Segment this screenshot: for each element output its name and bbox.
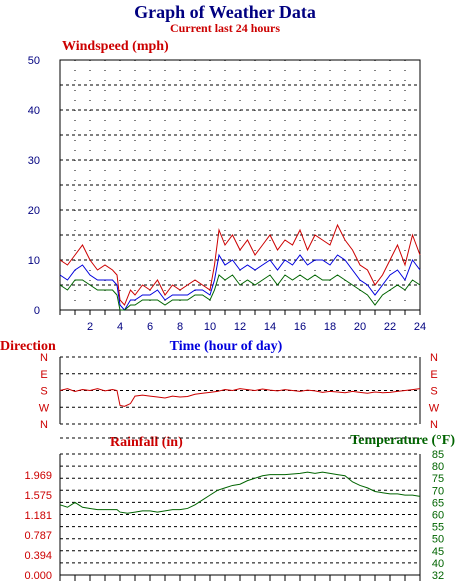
temperature-tick-label: 50: [432, 534, 444, 546]
temperature-series: [59, 471, 421, 514]
direction-right-label: S: [430, 386, 437, 398]
wind-x-tick-label: 10: [204, 321, 216, 333]
temperature-tick-label: 40: [432, 558, 444, 570]
wind-x-tick-label: 18: [324, 321, 336, 333]
temperature-tick-label: 80: [432, 461, 444, 473]
temperature-tick-label: 70: [432, 485, 444, 497]
direction-left-label: E: [40, 369, 47, 381]
wind-x-tick-label: 22: [384, 321, 396, 333]
direction-left-label: W: [39, 402, 50, 414]
wind-series-2: [59, 274, 421, 311]
wind-series-1: [59, 253, 421, 311]
rain-panel-title: Rainfall (in): [110, 435, 183, 450]
temperature-tick-label: 75: [432, 473, 444, 485]
rainfall-tick-label: 1.181: [24, 510, 52, 522]
rainfall-tick-label: 0.394: [24, 550, 52, 562]
wind-x-tick-label: 14: [264, 321, 276, 333]
wind-y-tick-label: 20: [28, 205, 40, 217]
rainfall-tick-label: 0.787: [24, 530, 52, 542]
direction-left-label: N: [40, 352, 48, 364]
wind-x-tick-label: 24: [414, 321, 426, 333]
wind-x-tick-label: 20: [354, 321, 366, 333]
wind-x-tick-label: 2: [87, 321, 93, 333]
direction-right-label: N: [430, 352, 438, 364]
rainfall-tick-label: 1.575: [24, 490, 52, 502]
wind-x-tick-label: 16: [294, 321, 306, 333]
temperature-tick-label: 85: [432, 449, 444, 461]
wind-panel-title: Windspeed (mph): [62, 39, 169, 54]
temperature-tick-label: 45: [432, 546, 444, 558]
wind-x-tick-label: 4: [117, 321, 123, 333]
direction-right-label: N: [430, 419, 438, 431]
direction-right-label: E: [430, 369, 437, 381]
wind-series-0: [59, 223, 421, 306]
direction-right-label: W: [429, 402, 440, 414]
wind-xlabel: Time (hour of day): [170, 339, 283, 354]
rainfall-tick-label: 1.969: [24, 470, 52, 482]
wind-y-tick-label: 40: [28, 105, 40, 117]
wind-x-tick-label: 12: [234, 321, 246, 333]
wind-y-tick-label: 50: [28, 55, 40, 67]
temperature-tick-label: 32: [432, 570, 444, 582]
temperature-tick-label: 55: [432, 522, 444, 534]
temp-panel-title: Temperature (°F): [350, 433, 455, 448]
wind-y-tick-label: 10: [28, 255, 40, 267]
wind-y-tick-label: 30: [28, 155, 40, 167]
wind-x-tick-label: 6: [147, 321, 153, 333]
direction-panel-title: Direction: [0, 339, 56, 354]
page-subtitle: Current last 24 hours: [170, 21, 280, 35]
direction-series: [59, 388, 421, 407]
wind-y-tick-label: 0: [34, 305, 40, 317]
direction-left-label: N: [40, 419, 48, 431]
direction-left-label: S: [40, 386, 47, 398]
rainfall-tick-label: 0.000: [24, 570, 52, 582]
temperature-tick-label: 60: [432, 510, 444, 522]
page-title: Graph of Weather Data: [134, 2, 316, 22]
wind-x-tick-label: 8: [177, 321, 183, 333]
temperature-tick-label: 65: [432, 497, 444, 509]
direction-panel: N NW WS SE EN N: [39, 352, 440, 431]
